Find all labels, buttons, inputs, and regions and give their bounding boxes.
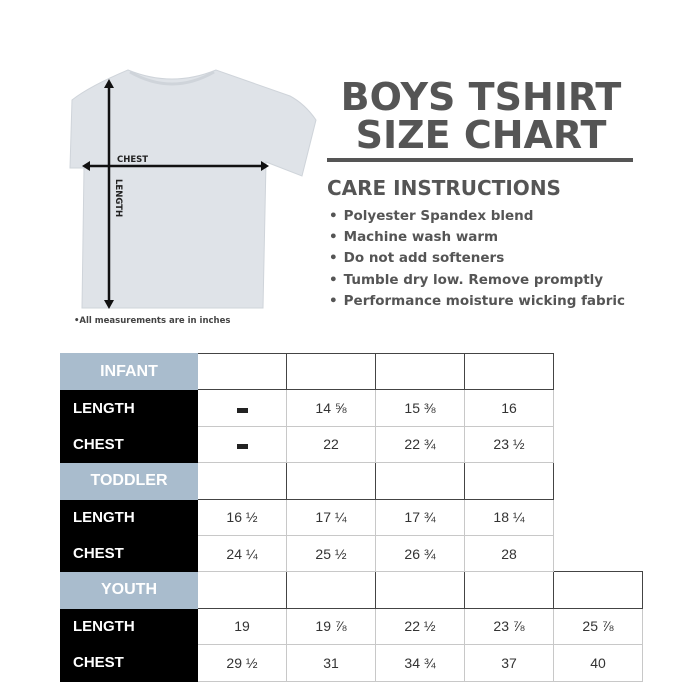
size-header: L (464, 571, 554, 609)
group-name: INFANT (60, 352, 198, 391)
measurement-row: CHEST 22 22 ¾ 23 ½ (60, 425, 643, 464)
measurement-cell: 22 (286, 425, 376, 464)
empty-cell (553, 499, 643, 536)
care-item: Polyester Spandex blend (329, 206, 625, 227)
measurement-cell: 16 ½ (197, 498, 287, 536)
measurement-cell: 26 ¾ (375, 534, 465, 573)
group-name: TODDLER (60, 462, 198, 500)
size-header: S (286, 571, 376, 609)
measurement-row: CHEST 24 ¼ 25 ½ 26 ¾ 28 (60, 534, 643, 573)
length-label: LENGTH (113, 179, 123, 217)
empty-cell (553, 389, 643, 427)
care-item: Do not add softeners (329, 248, 625, 269)
not-available-dash (236, 444, 248, 450)
size-header: 18M (375, 352, 465, 391)
care-heading: CARE INSTRUCTIONS (327, 176, 561, 200)
size-header: 5 (464, 462, 554, 500)
chest-label: CHEST (117, 155, 148, 165)
size-header: 4 (375, 462, 465, 500)
measurement-cell: 23 ½ (464, 425, 554, 464)
title-line-2: SIZE CHART (355, 113, 607, 157)
size-header: 3 (286, 462, 376, 500)
measurement-cell: 15 ⅜ (375, 389, 465, 427)
measurement-cell: 25 ½ (286, 534, 376, 573)
measurement-cell: 19 ⅞ (286, 607, 376, 646)
row-label: CHEST (60, 644, 198, 682)
group-name: YOUTH (60, 571, 198, 609)
tshirt-collar (129, 70, 215, 86)
row-label: LENGTH (60, 389, 198, 427)
measurement-cell: 19 (197, 607, 287, 646)
measurement-cell (197, 389, 287, 427)
title-divider (327, 158, 633, 162)
care-list: Polyester Spandex blend Machine wash war… (329, 206, 625, 312)
tshirt-image (69, 69, 317, 309)
measurement-cell: 16 (464, 389, 554, 427)
measurement-cell: 18 ¼ (464, 498, 554, 536)
size-header: XL (553, 571, 643, 609)
measurement-row: LENGTH 16 ½ 17 ¼ 17 ¾ 18 ¼ (60, 498, 643, 536)
measurement-cell: 25 ⅞ (553, 607, 643, 646)
measurement-cell: 14 ⅝ (286, 389, 376, 427)
size-header: 12M (286, 352, 376, 391)
chest-arrow (82, 161, 269, 171)
measurement-cell: 17 ¼ (286, 498, 376, 536)
not-available-dash (236, 408, 248, 414)
empty-cell (553, 535, 643, 572)
measurement-cell: 22 ½ (375, 607, 465, 646)
group-header-row: INFANT 6M 12M 18M 24M (60, 352, 643, 391)
empty-cell (553, 353, 643, 390)
tshirt-diagram: CHEST LENGTH (69, 69, 317, 309)
empty-cell (553, 426, 643, 463)
care-item: Tumble dry low. Remove promptly (329, 270, 625, 291)
measurement-cell: 37 (464, 644, 554, 682)
length-arrow (104, 79, 114, 309)
size-header: M (10/12) (375, 571, 465, 609)
row-label: LENGTH (60, 498, 198, 536)
empty-cell (553, 462, 643, 500)
care-item: Machine wash warm (329, 227, 625, 248)
row-label: LENGTH (60, 607, 198, 646)
care-item: Performance moisture wicking fabric (329, 291, 625, 312)
group-header-row: TODDLER 2 3 4 5 (60, 462, 643, 500)
measurement-row: LENGTH 14 ⅝ 15 ⅜ 16 (60, 389, 643, 427)
title-line-1: BOYS TSHIRT (340, 75, 622, 119)
measurement-cell: 24 ¼ (197, 534, 287, 573)
measurement-cell: 22 ¾ (375, 425, 465, 464)
measurement-row: LENGTH 19 19 ⅞ 22 ½ 23 ⅞ 25 ⅞ (60, 607, 643, 646)
measurement-cell: 34 ¾ (375, 644, 465, 682)
size-chart-table: INFANT 6M 12M 18M 24M LENGTH 14 ⅝ 15 ⅜ 16 CHEST 22… (60, 352, 643, 682)
group-header-row: YOUTH XS (6) S M (10/12) L XL (60, 571, 643, 609)
measurement-cell: 17 ¾ (375, 498, 465, 536)
size-header: 2 (197, 462, 287, 500)
measurement-cell: 29 ½ (197, 644, 287, 682)
measurement-cell: 40 (553, 644, 643, 682)
row-label: CHEST (60, 425, 198, 464)
measurement-cell (197, 425, 287, 464)
measurement-note: •All measurements are in inches (74, 316, 231, 326)
size-header: 6M (197, 352, 287, 391)
measurement-row: CHEST 29 ½ 31 34 ¾ 37 40 (60, 644, 643, 682)
size-header: 24M (464, 352, 554, 391)
measurement-cell: 28 (464, 534, 554, 573)
row-label: CHEST (60, 534, 198, 573)
measurement-cell: 23 ⅞ (464, 607, 554, 646)
size-header: XS (6) (197, 571, 287, 609)
measurement-cell: 31 (286, 644, 376, 682)
